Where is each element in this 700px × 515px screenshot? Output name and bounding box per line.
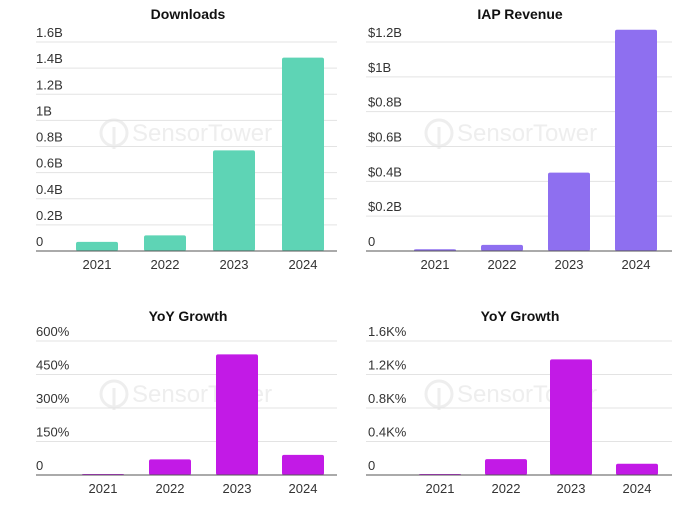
x-tick-label: 2022 xyxy=(156,481,185,496)
y-tick-label: 0 xyxy=(368,458,375,473)
chart-iap-revenue: SensorTower IAP Revenue 0 $0.2B $0.4B $0.6B $0… xyxy=(366,6,672,272)
y-tick-label: 0.8B xyxy=(36,130,63,145)
x-tick-label: 2023 xyxy=(223,481,252,496)
x-tick-label: 2024 xyxy=(289,481,318,496)
bar-2024 xyxy=(282,454,324,475)
x-tick-label: 2024 xyxy=(289,257,318,272)
y-tick-label: 0 xyxy=(36,234,43,249)
bar-2023 xyxy=(548,172,590,251)
y-tick-label: 0.8K% xyxy=(368,391,407,406)
y-tick-label: 0.4B xyxy=(36,182,63,197)
y-tick-label: $0.8B xyxy=(368,95,402,110)
x-tick-label: 2021 xyxy=(83,257,112,272)
bar-2024 xyxy=(615,29,657,251)
y-tick-label: 0 xyxy=(368,234,375,249)
bar-2022 xyxy=(144,235,186,251)
chart-title: IAP Revenue xyxy=(477,6,563,22)
x-tick-label: 2023 xyxy=(220,257,249,272)
watermark-text: SensorTower xyxy=(457,120,597,147)
y-tick-label: 1.2B xyxy=(36,77,63,92)
x-tick-label: 2023 xyxy=(555,257,584,272)
bar-2024 xyxy=(282,57,324,251)
bar-2023 xyxy=(216,354,258,475)
y-tick-label: $0.2B xyxy=(368,199,402,214)
bar-2021 xyxy=(76,241,118,251)
bar-2023 xyxy=(550,359,592,475)
x-tick-label: 2021 xyxy=(426,481,455,496)
chart-title: Downloads xyxy=(151,6,226,22)
bar-2022 xyxy=(485,459,527,475)
y-tick-label: $0.6B xyxy=(368,130,402,145)
y-tick-label: 600% xyxy=(36,324,70,339)
y-tick-label: 1.2K% xyxy=(368,358,407,373)
watermark-text: SensorTower xyxy=(132,120,272,147)
y-tick-label: 450% xyxy=(36,358,70,373)
watermark: SensorTower xyxy=(99,118,272,149)
bar-2022 xyxy=(481,244,523,251)
x-tick-label: 2021 xyxy=(421,257,450,272)
y-tick-label: 1.6B xyxy=(36,25,63,40)
y-tick-label: 0.2B xyxy=(36,208,63,223)
x-tick-label: 2024 xyxy=(622,257,651,272)
y-tick-label: $1B xyxy=(368,60,391,75)
x-tick-label: 2023 xyxy=(557,481,586,496)
chart-downloads: SensorTower Downloads 0 0.2B 0.4B 0.6B 0.8B 1B 1… xyxy=(36,6,337,272)
y-tick-label: 300% xyxy=(36,391,70,406)
y-tick-label: 1.4B xyxy=(36,51,63,66)
y-tick-label: 1B xyxy=(36,103,52,118)
y-tick-label: 1.6K% xyxy=(368,324,407,339)
y-tick-label: $1.2B xyxy=(368,25,402,40)
bar-2022 xyxy=(149,459,191,475)
x-tick-label: 2024 xyxy=(623,481,652,496)
x-tick-label: 2022 xyxy=(151,257,180,272)
x-tick-label: 2021 xyxy=(89,481,118,496)
bar-2024 xyxy=(616,463,658,475)
x-tick-label: 2022 xyxy=(488,257,517,272)
y-tick-label: 0.4K% xyxy=(368,425,407,440)
y-tick-label: 0 xyxy=(36,458,43,473)
chart-title: YoY Growth xyxy=(149,308,228,324)
chart-title: YoY Growth xyxy=(481,308,560,324)
y-tick-label: $0.4B xyxy=(368,164,402,179)
watermark: SensorTower xyxy=(424,118,597,149)
bar-2023 xyxy=(213,150,255,251)
y-tick-label: 150% xyxy=(36,425,70,440)
y-tick-label: 0.6B xyxy=(36,156,63,171)
x-tick-label: 2022 xyxy=(492,481,521,496)
